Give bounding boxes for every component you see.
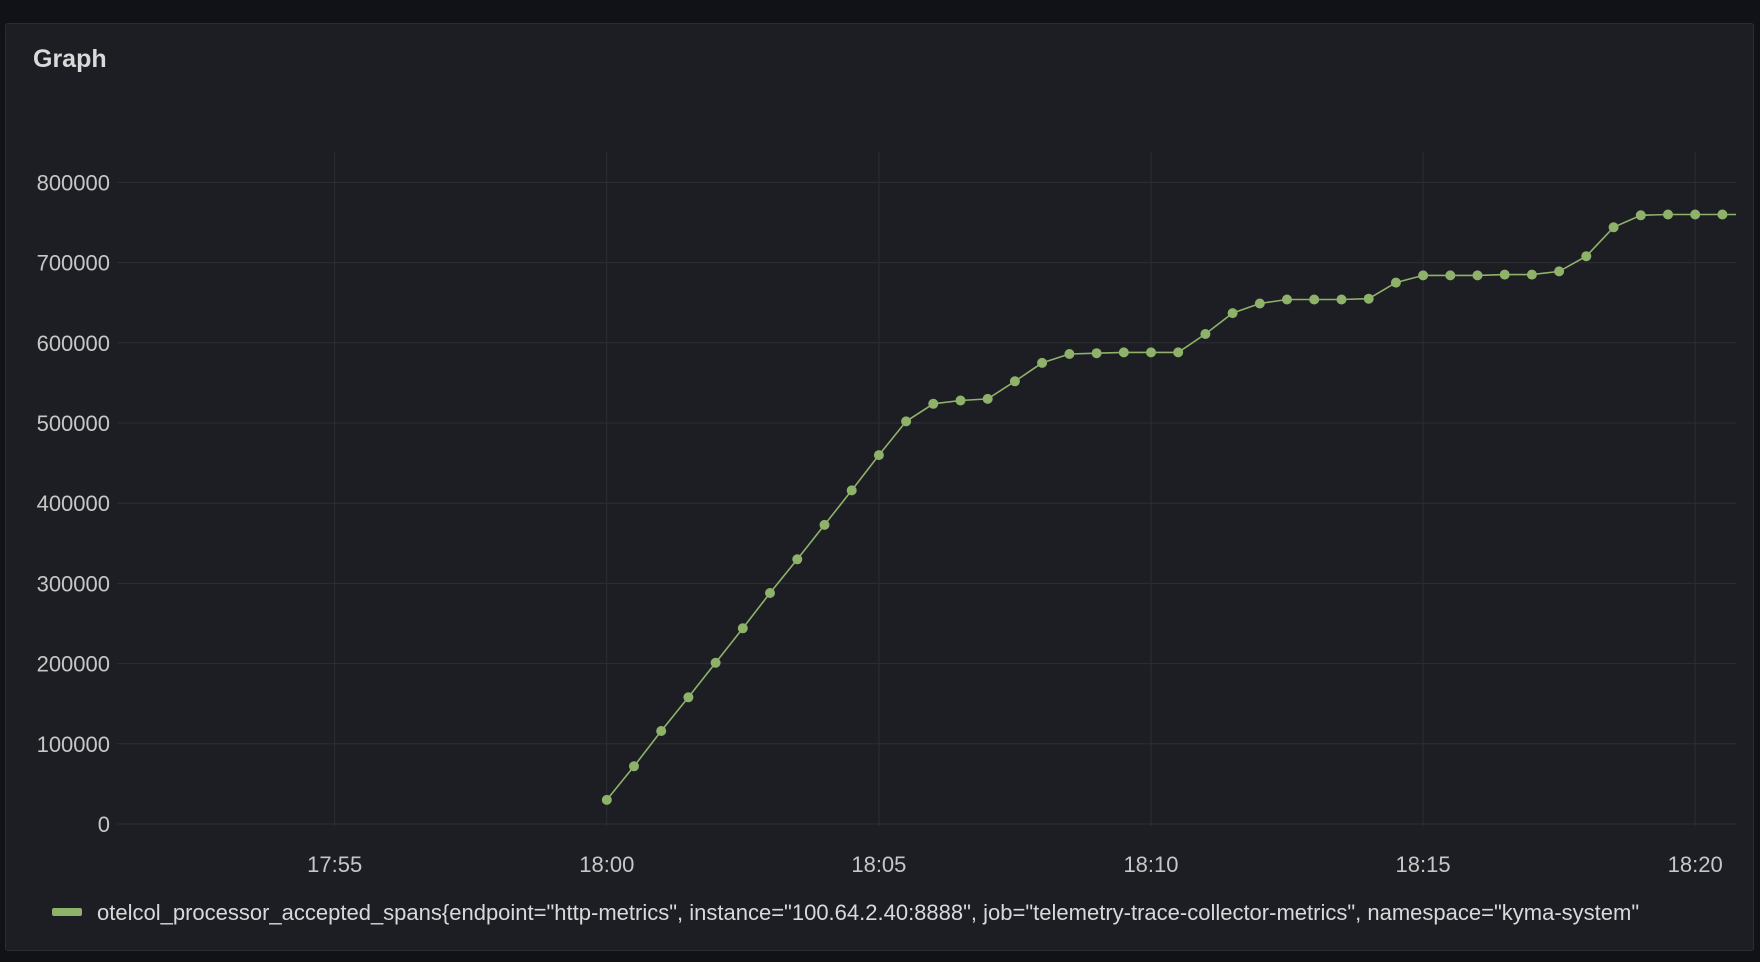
data-point	[1173, 347, 1184, 358]
data-point	[1472, 270, 1483, 281]
y-tick-label: 300000	[37, 571, 110, 596]
data-point	[792, 554, 803, 565]
graph-panel	[5, 23, 1754, 951]
panel-title[interactable]: Graph	[33, 45, 107, 73]
data-point	[1009, 376, 1020, 387]
data-point	[1091, 348, 1102, 359]
data-point	[1445, 270, 1456, 281]
legend-series-swatch[interactable]	[52, 907, 82, 916]
data-point	[1717, 209, 1728, 220]
data-point	[683, 692, 694, 703]
data-point	[1064, 349, 1075, 359]
y-tick-label: 500000	[37, 411, 110, 436]
series-line	[606, 213, 1736, 801]
data-point	[1608, 222, 1619, 233]
data-point	[1390, 277, 1401, 288]
data-point	[846, 485, 857, 496]
data-point	[982, 393, 993, 404]
data-point	[873, 450, 884, 461]
data-point	[1635, 210, 1646, 221]
data-point	[1690, 209, 1701, 220]
data-point	[1254, 298, 1265, 309]
data-point	[765, 588, 775, 598]
data-point	[1499, 269, 1510, 280]
data-point	[1037, 357, 1048, 368]
data-point	[656, 726, 667, 736]
legend: otelcol_processor_accepted_spans{endpoin…	[52, 900, 1737, 934]
data-point	[928, 398, 939, 409]
data-point	[1418, 270, 1429, 281]
data-point	[737, 623, 748, 634]
x-tick-label: 17:55	[307, 852, 362, 877]
y-tick-label: 0	[98, 812, 110, 837]
data-point	[601, 794, 612, 805]
legend-series-label[interactable]: otelcol_processor_accepted_spans{endpoin…	[97, 900, 1640, 925]
y-tick-label: 100000	[37, 732, 110, 757]
y-tick-label: 200000	[37, 652, 110, 677]
data-point	[955, 395, 966, 406]
x-tick-label: 18:20	[1668, 852, 1723, 877]
y-tick-label: 600000	[37, 331, 110, 356]
data-point	[1282, 294, 1292, 305]
data-point	[1309, 294, 1320, 305]
data-point	[629, 761, 639, 772]
data-point	[1554, 266, 1565, 277]
data-point	[1363, 293, 1374, 304]
x-tick-label: 18:10	[1123, 852, 1178, 877]
data-point	[901, 416, 912, 427]
data-point	[1118, 347, 1129, 358]
data-point	[1146, 347, 1156, 358]
x-tick-label: 18:00	[579, 852, 634, 877]
y-tick-label: 700000	[37, 251, 110, 276]
data-point	[1336, 294, 1347, 305]
data-point	[1227, 308, 1238, 319]
y-tick-label: 400000	[37, 491, 110, 516]
x-tick-label: 18:15	[1396, 852, 1451, 877]
data-point	[710, 657, 721, 668]
data-point	[1200, 329, 1211, 339]
x-tick-label: 18:05	[851, 852, 906, 877]
data-point	[1526, 269, 1537, 280]
data-point	[819, 519, 830, 530]
data-point	[1581, 251, 1592, 262]
y-tick-label: 800000	[37, 170, 110, 195]
data-point	[1663, 209, 1673, 220]
